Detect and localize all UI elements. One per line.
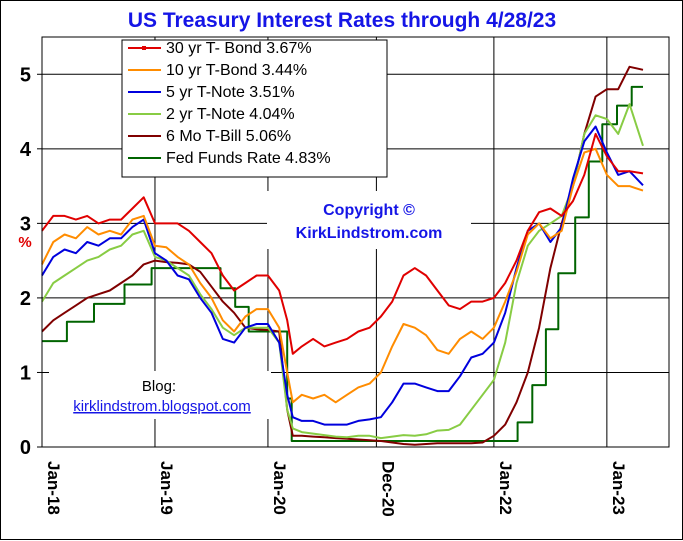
y-tick-label: 5 <box>20 64 31 86</box>
copyright-box <box>267 191 471 249</box>
series-lines <box>41 65 644 446</box>
y-tick-label: 2 <box>20 288 31 310</box>
legend-marker <box>142 46 146 50</box>
legend-box <box>121 39 388 178</box>
y-tick-label: 1 <box>20 362 31 384</box>
legend-entry: 5 yr T-Note 3.51% <box>166 84 295 101</box>
blog-annotation: Blog: kirklindstrom.blogspot.com <box>49 371 271 419</box>
x-axis-ticks: Jan-18 Jan-19 Jan-20 Dec-20 Jan-22 Jan-23 <box>44 461 628 517</box>
legend-entry: 2 yr T-Note 4.04% <box>166 106 295 123</box>
y-axis-ticks: 0 1 2 3 4 5 <box>20 64 42 459</box>
legend-entry: 6 Mo T-Bill 5.06% <box>166 128 291 145</box>
y-tick-label: 0 <box>20 437 31 459</box>
x-tick-label: Jan-23 <box>609 461 628 515</box>
copyright-line-2: KirkLindstrom.com <box>296 225 443 242</box>
x-tick-label: Dec-20 <box>378 461 397 517</box>
legend-entry: Fed Funds Rate 4.83% <box>166 150 331 167</box>
y-axis-label: % <box>18 234 31 251</box>
series-line-4 <box>41 65 644 446</box>
copyright-annotation: Copyright © KirkLindstrom.com <box>267 191 471 249</box>
x-tick-label: Jan-22 <box>496 461 515 515</box>
blog-link[interactable]: kirklindstrom.blogspot.com <box>73 398 251 415</box>
y-tick-label: 4 <box>20 139 32 161</box>
series-line-3 <box>41 103 644 440</box>
x-tick-label: Jan-18 <box>44 461 63 515</box>
chart-title: US Treasury Interest Rates through 4/28/… <box>128 9 556 32</box>
x-tick-label: Jan-19 <box>157 461 176 515</box>
series-line-0 <box>41 132 644 355</box>
y-tick-label: 3 <box>20 213 31 235</box>
series-line-1 <box>41 147 644 404</box>
blog-box <box>49 371 271 419</box>
legend-entry: 10 yr T-Bond 3.44% <box>166 62 307 79</box>
legend-entry: 30 yr T- Bond 3.67% <box>166 40 312 57</box>
copyright-line-1: Copyright © <box>323 202 415 219</box>
blog-label: Blog: <box>142 378 176 395</box>
legend: 30 yr T- Bond 3.67% 10 yr T-Bond 3.44% 5 y… <box>121 39 388 178</box>
x-tick-label: Jan-20 <box>270 461 289 515</box>
plot-border <box>41 36 670 448</box>
